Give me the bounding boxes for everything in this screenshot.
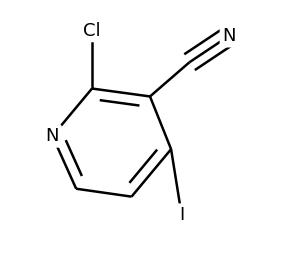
Text: Cl: Cl bbox=[83, 21, 101, 39]
Text: N: N bbox=[46, 127, 59, 145]
Text: I: I bbox=[179, 206, 184, 224]
Text: N: N bbox=[222, 27, 236, 45]
